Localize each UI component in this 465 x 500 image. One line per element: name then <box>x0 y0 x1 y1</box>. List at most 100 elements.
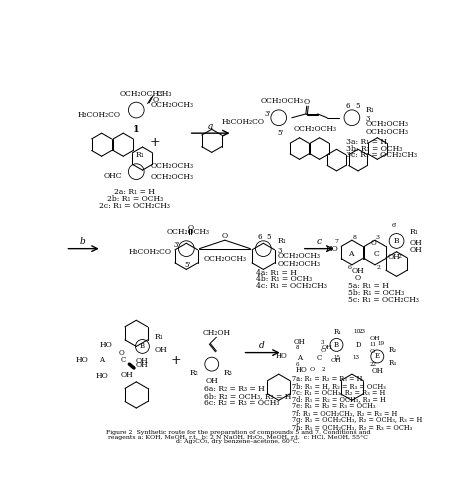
Text: 5c: R₁ = OCH₂CH₃: 5c: R₁ = OCH₂CH₃ <box>348 296 419 304</box>
Text: 2: 2 <box>322 367 325 372</box>
Text: A: A <box>348 250 353 258</box>
Text: H₃COH₂CO: H₃COH₂CO <box>221 118 264 126</box>
Text: 7: 7 <box>334 239 338 244</box>
Text: 6: 6 <box>257 233 262 241</box>
Text: R₁: R₁ <box>136 150 145 158</box>
Text: A: A <box>99 356 104 364</box>
Text: OCH₂OCH₃: OCH₂OCH₃ <box>277 252 320 260</box>
Text: R₁: R₁ <box>334 328 342 336</box>
Text: 8: 8 <box>352 234 356 240</box>
Text: 3: 3 <box>366 116 370 124</box>
Text: 6: 6 <box>295 362 299 368</box>
Text: 7d: R₁ = R₂ = OCH₃, R₃ = H: 7d: R₁ = R₂ = OCH₃, R₃ = H <box>292 396 385 404</box>
Text: OH: OH <box>410 246 422 254</box>
Text: O: O <box>371 240 376 248</box>
Text: 6c: R₂ = R₃ = OCH₃: 6c: R₂ = R₃ = OCH₃ <box>204 398 279 406</box>
Text: OCH₂OCH₃: OCH₂OCH₃ <box>166 228 209 236</box>
Text: O: O <box>309 367 314 372</box>
Text: E: E <box>375 352 380 360</box>
Text: C: C <box>120 356 126 364</box>
Text: 7e: R₁ = R₂ = R₃ = OCH₃: 7e: R₁ = R₂ = R₃ = OCH₃ <box>292 402 375 410</box>
Text: OH: OH <box>136 357 149 365</box>
Text: OCH₂OCH₃: OCH₂OCH₃ <box>277 260 320 268</box>
Text: R₁: R₁ <box>366 106 374 114</box>
Text: O: O <box>304 98 310 106</box>
Text: 3a: R₁ = H: 3a: R₁ = H <box>345 138 387 145</box>
Text: Figure 2  Synthetic route for the preparation of compounds 5 and 7. Conditions a: Figure 2 Synthetic route for the prepara… <box>106 430 370 435</box>
Text: R₂: R₂ <box>190 368 199 376</box>
Text: 7b: R₁ = H, R₂ = R₃ = OCH₃: 7b: R₁ = H, R₂ = R₃ = OCH₃ <box>292 382 385 390</box>
Text: HO: HO <box>275 352 287 360</box>
Text: OCH₂OCH₃: OCH₂OCH₃ <box>260 97 303 105</box>
Text: C: C <box>317 354 322 362</box>
Text: O: O <box>153 96 159 104</box>
Text: OH: OH <box>330 358 341 363</box>
Text: b: b <box>80 237 85 246</box>
Text: OCH₂OCH₃: OCH₂OCH₃ <box>151 102 194 110</box>
Text: OH: OH <box>372 367 383 375</box>
Text: O: O <box>355 274 361 282</box>
Text: O: O <box>222 232 228 239</box>
Text: OH: OH <box>155 346 167 354</box>
Text: R₃: R₃ <box>224 368 233 376</box>
Text: 4b: R₁ = OCH₃: 4b: R₁ = OCH₃ <box>256 276 312 283</box>
Text: reagents a: KOH, MeOH, r.t.  b: 2 N NaOH, H₂O₂, MeOH, r.t.  c: HCl, MeOH, 55°C: reagents a: KOH, MeOH, r.t. b: 2 N NaOH,… <box>108 435 368 440</box>
Text: HO: HO <box>76 356 88 364</box>
Text: 6: 6 <box>348 266 352 270</box>
Text: O: O <box>321 348 326 353</box>
Text: B: B <box>394 237 399 245</box>
Text: 3b: R₁ = OCH₃: 3b: R₁ = OCH₃ <box>345 144 402 152</box>
Text: HO: HO <box>295 366 307 374</box>
Text: 2': 2' <box>398 254 403 259</box>
Text: 4a: R₁ = H: 4a: R₁ = H <box>256 268 297 276</box>
Text: O: O <box>119 348 125 356</box>
Text: OCH₂OCH₃: OCH₂OCH₃ <box>151 173 194 181</box>
Text: 2b: R₁ = OCH₃: 2b: R₁ = OCH₃ <box>106 196 163 203</box>
Text: A: A <box>297 354 302 362</box>
Text: B: B <box>334 341 339 349</box>
Text: CH₂OH: CH₂OH <box>202 328 231 336</box>
Text: 15: 15 <box>333 356 340 360</box>
Text: R₁: R₁ <box>410 228 418 235</box>
Text: OH: OH <box>388 253 401 261</box>
Text: OCH₂OCH₃: OCH₂OCH₃ <box>151 162 194 170</box>
Text: H₃COH₂CO: H₃COH₂CO <box>78 110 121 118</box>
Text: 8: 8 <box>295 346 299 350</box>
Text: 7a: R₁ = R₂ = R₃ = H: 7a: R₁ = R₂ = R₃ = H <box>292 375 362 383</box>
Text: +: + <box>171 354 182 367</box>
Text: 7h: R₁ = OCH₂CH₃, R₂ = R₃ = OCH₃: 7h: R₁ = OCH₂CH₃, R₂ = R₃ = OCH₃ <box>292 424 412 432</box>
Text: d: Ag₂CO₃, dry benzene–acetone, 60°C.: d: Ag₂CO₃, dry benzene–acetone, 60°C. <box>176 440 299 444</box>
Text: 2a: R₁ = H: 2a: R₁ = H <box>114 188 155 196</box>
Text: B: B <box>140 342 145 350</box>
Text: 13: 13 <box>352 356 359 360</box>
Text: 5': 5' <box>185 261 191 269</box>
Text: 2c: R₁ = OCH₂CH₃: 2c: R₁ = OCH₂CH₃ <box>100 202 170 210</box>
Text: OH: OH <box>352 267 365 275</box>
Text: 22: 22 <box>370 362 377 368</box>
Text: c: c <box>316 237 321 246</box>
Text: OCH₂OCH₃: OCH₂OCH₃ <box>203 254 246 262</box>
Text: 19: 19 <box>377 341 384 346</box>
Text: 11: 11 <box>370 342 377 347</box>
Text: 6': 6' <box>392 223 397 228</box>
Text: OH: OH <box>121 371 133 379</box>
Text: OCH₂OCH₃: OCH₂OCH₃ <box>366 120 409 128</box>
Text: R₁: R₁ <box>155 333 164 341</box>
Text: D: D <box>355 341 361 349</box>
Text: HO: HO <box>326 244 338 252</box>
Text: 4c: R₁ = OCH₂CH₃: 4c: R₁ = OCH₂CH₃ <box>256 282 326 290</box>
Text: d: d <box>259 341 265 350</box>
Text: OHC: OHC <box>103 172 122 179</box>
Text: R₂: R₂ <box>389 346 397 354</box>
Text: 3': 3' <box>173 241 179 249</box>
Text: CH₃: CH₃ <box>157 90 173 98</box>
Text: R₃: R₃ <box>389 358 397 366</box>
Text: OH: OH <box>370 336 380 341</box>
Text: OH: OH <box>322 346 332 350</box>
Text: 5': 5' <box>277 129 284 137</box>
Text: +: + <box>149 136 160 149</box>
Text: 5: 5 <box>266 233 271 241</box>
Text: H₃COH₂CO: H₃COH₂CO <box>129 248 172 256</box>
Text: 5b: R₁ = OCH₃: 5b: R₁ = OCH₃ <box>348 290 404 298</box>
Text: 7g: R₁ = OCH₂CH₃, R₂ = OCH₃, R₃ = H: 7g: R₁ = OCH₂CH₃, R₂ = OCH₃, R₃ = H <box>292 416 422 424</box>
